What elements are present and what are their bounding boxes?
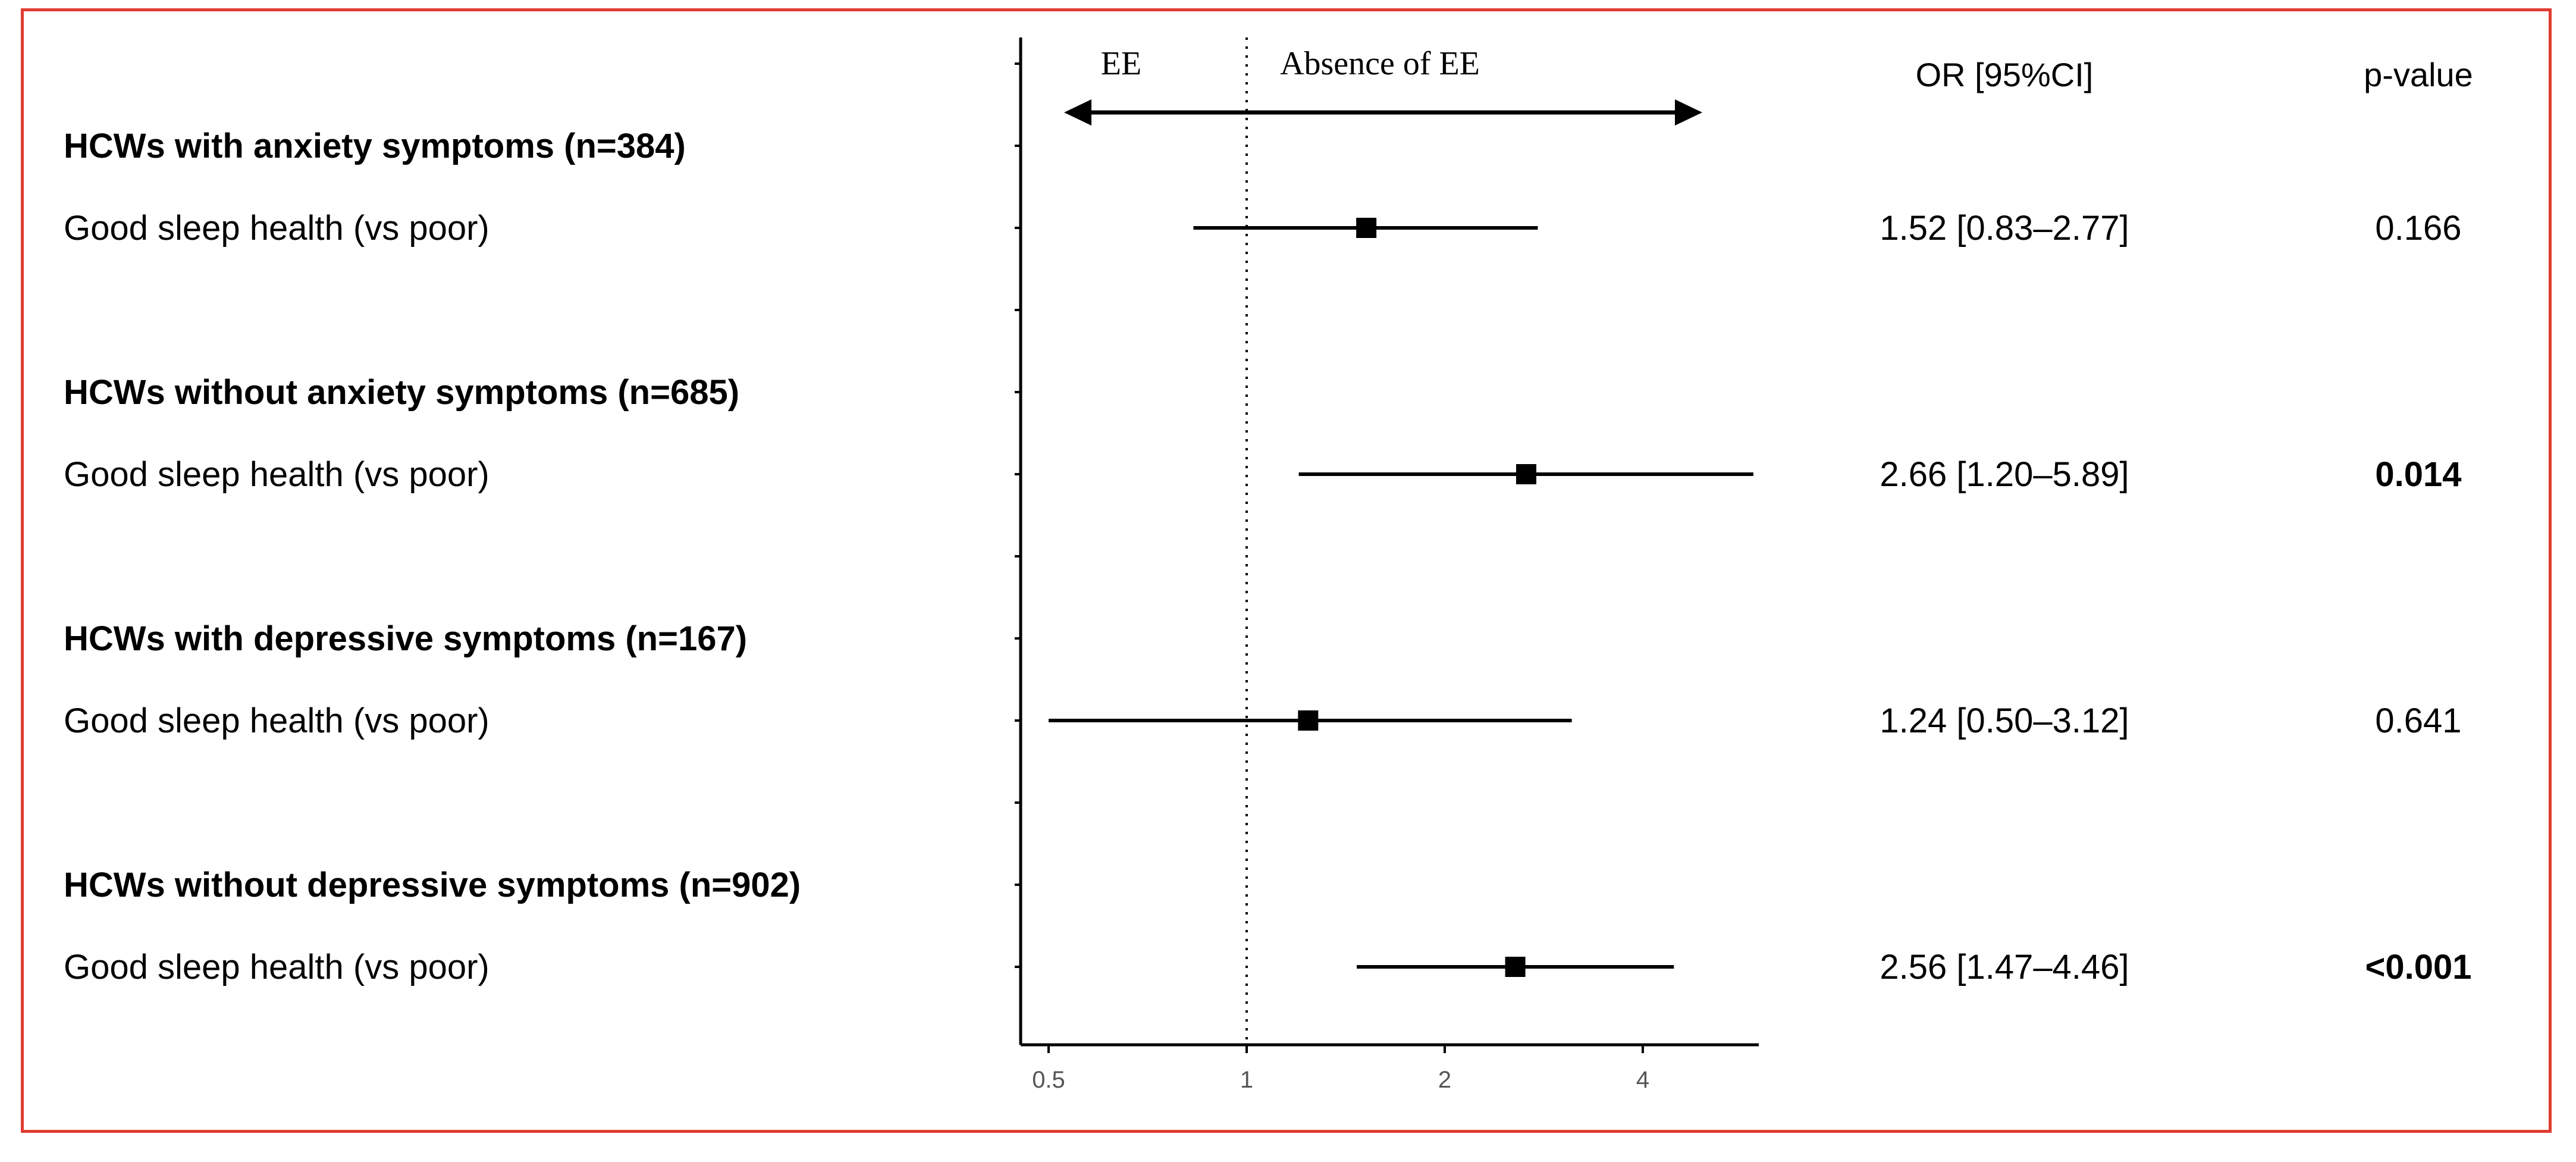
point-estimate-marker [1516, 464, 1537, 484]
row-label: Good sleep health (vs poor) [64, 209, 490, 248]
direction-label-ee: EE [1101, 45, 1141, 82]
forest-plot: 0.5 1 2 4 EE Absence of EE OR [95%CI] p-value HC… [64, 37, 2473, 1093]
row-label: Good sleep health (vs poor) [64, 455, 490, 494]
x-tick-label: 4 [1636, 1067, 1649, 1093]
figure-frame: 0.5 1 2 4 EE Absence of EE OR [95%CI] p-value HC… [21, 8, 2552, 1133]
direction-label-absence-ee: Absence of EE [1280, 45, 1480, 82]
or-ci-value: 1.24 [0.50–3.12] [1880, 701, 2129, 740]
or-ci-value: 1.52 [0.83–2.77] [1880, 209, 2129, 248]
group-heading: HCWs without depressive symptoms (n=902) [64, 866, 801, 904]
point-estimate-marker [1298, 710, 1319, 731]
right-arrowhead-icon [1675, 99, 1702, 126]
p-value: 0.014 [2375, 455, 2461, 494]
or-column-header: OR [95%CI] [1916, 56, 2094, 93]
p-value: 0.166 [2375, 209, 2461, 248]
row-label: Good sleep health (vs poor) [64, 701, 490, 740]
group-heading: HCWs with anxiety symptoms (n=384) [64, 127, 686, 165]
x-tick-label: 1 [1240, 1067, 1253, 1093]
p-value: <0.001 [2365, 948, 2471, 986]
point-estimate-marker [1505, 957, 1526, 977]
row-label: Good sleep health (vs poor) [64, 948, 490, 986]
point-estimate-marker [1356, 218, 1377, 238]
group-heading: HCWs without anxiety symptoms (n=685) [64, 373, 739, 412]
x-tick-label: 0.5 [1032, 1067, 1065, 1093]
p-value-column-header: p-value [2364, 56, 2473, 93]
p-value: 0.641 [2375, 701, 2461, 740]
or-ci-value: 2.66 [1.20–5.89] [1880, 455, 2129, 494]
x-tick-label: 2 [1438, 1067, 1451, 1093]
or-ci-value: 2.56 [1.47–4.46] [1880, 948, 2129, 986]
group-heading: HCWs with depressive symptoms (n=167) [64, 619, 747, 658]
left-arrowhead-icon [1064, 99, 1091, 126]
